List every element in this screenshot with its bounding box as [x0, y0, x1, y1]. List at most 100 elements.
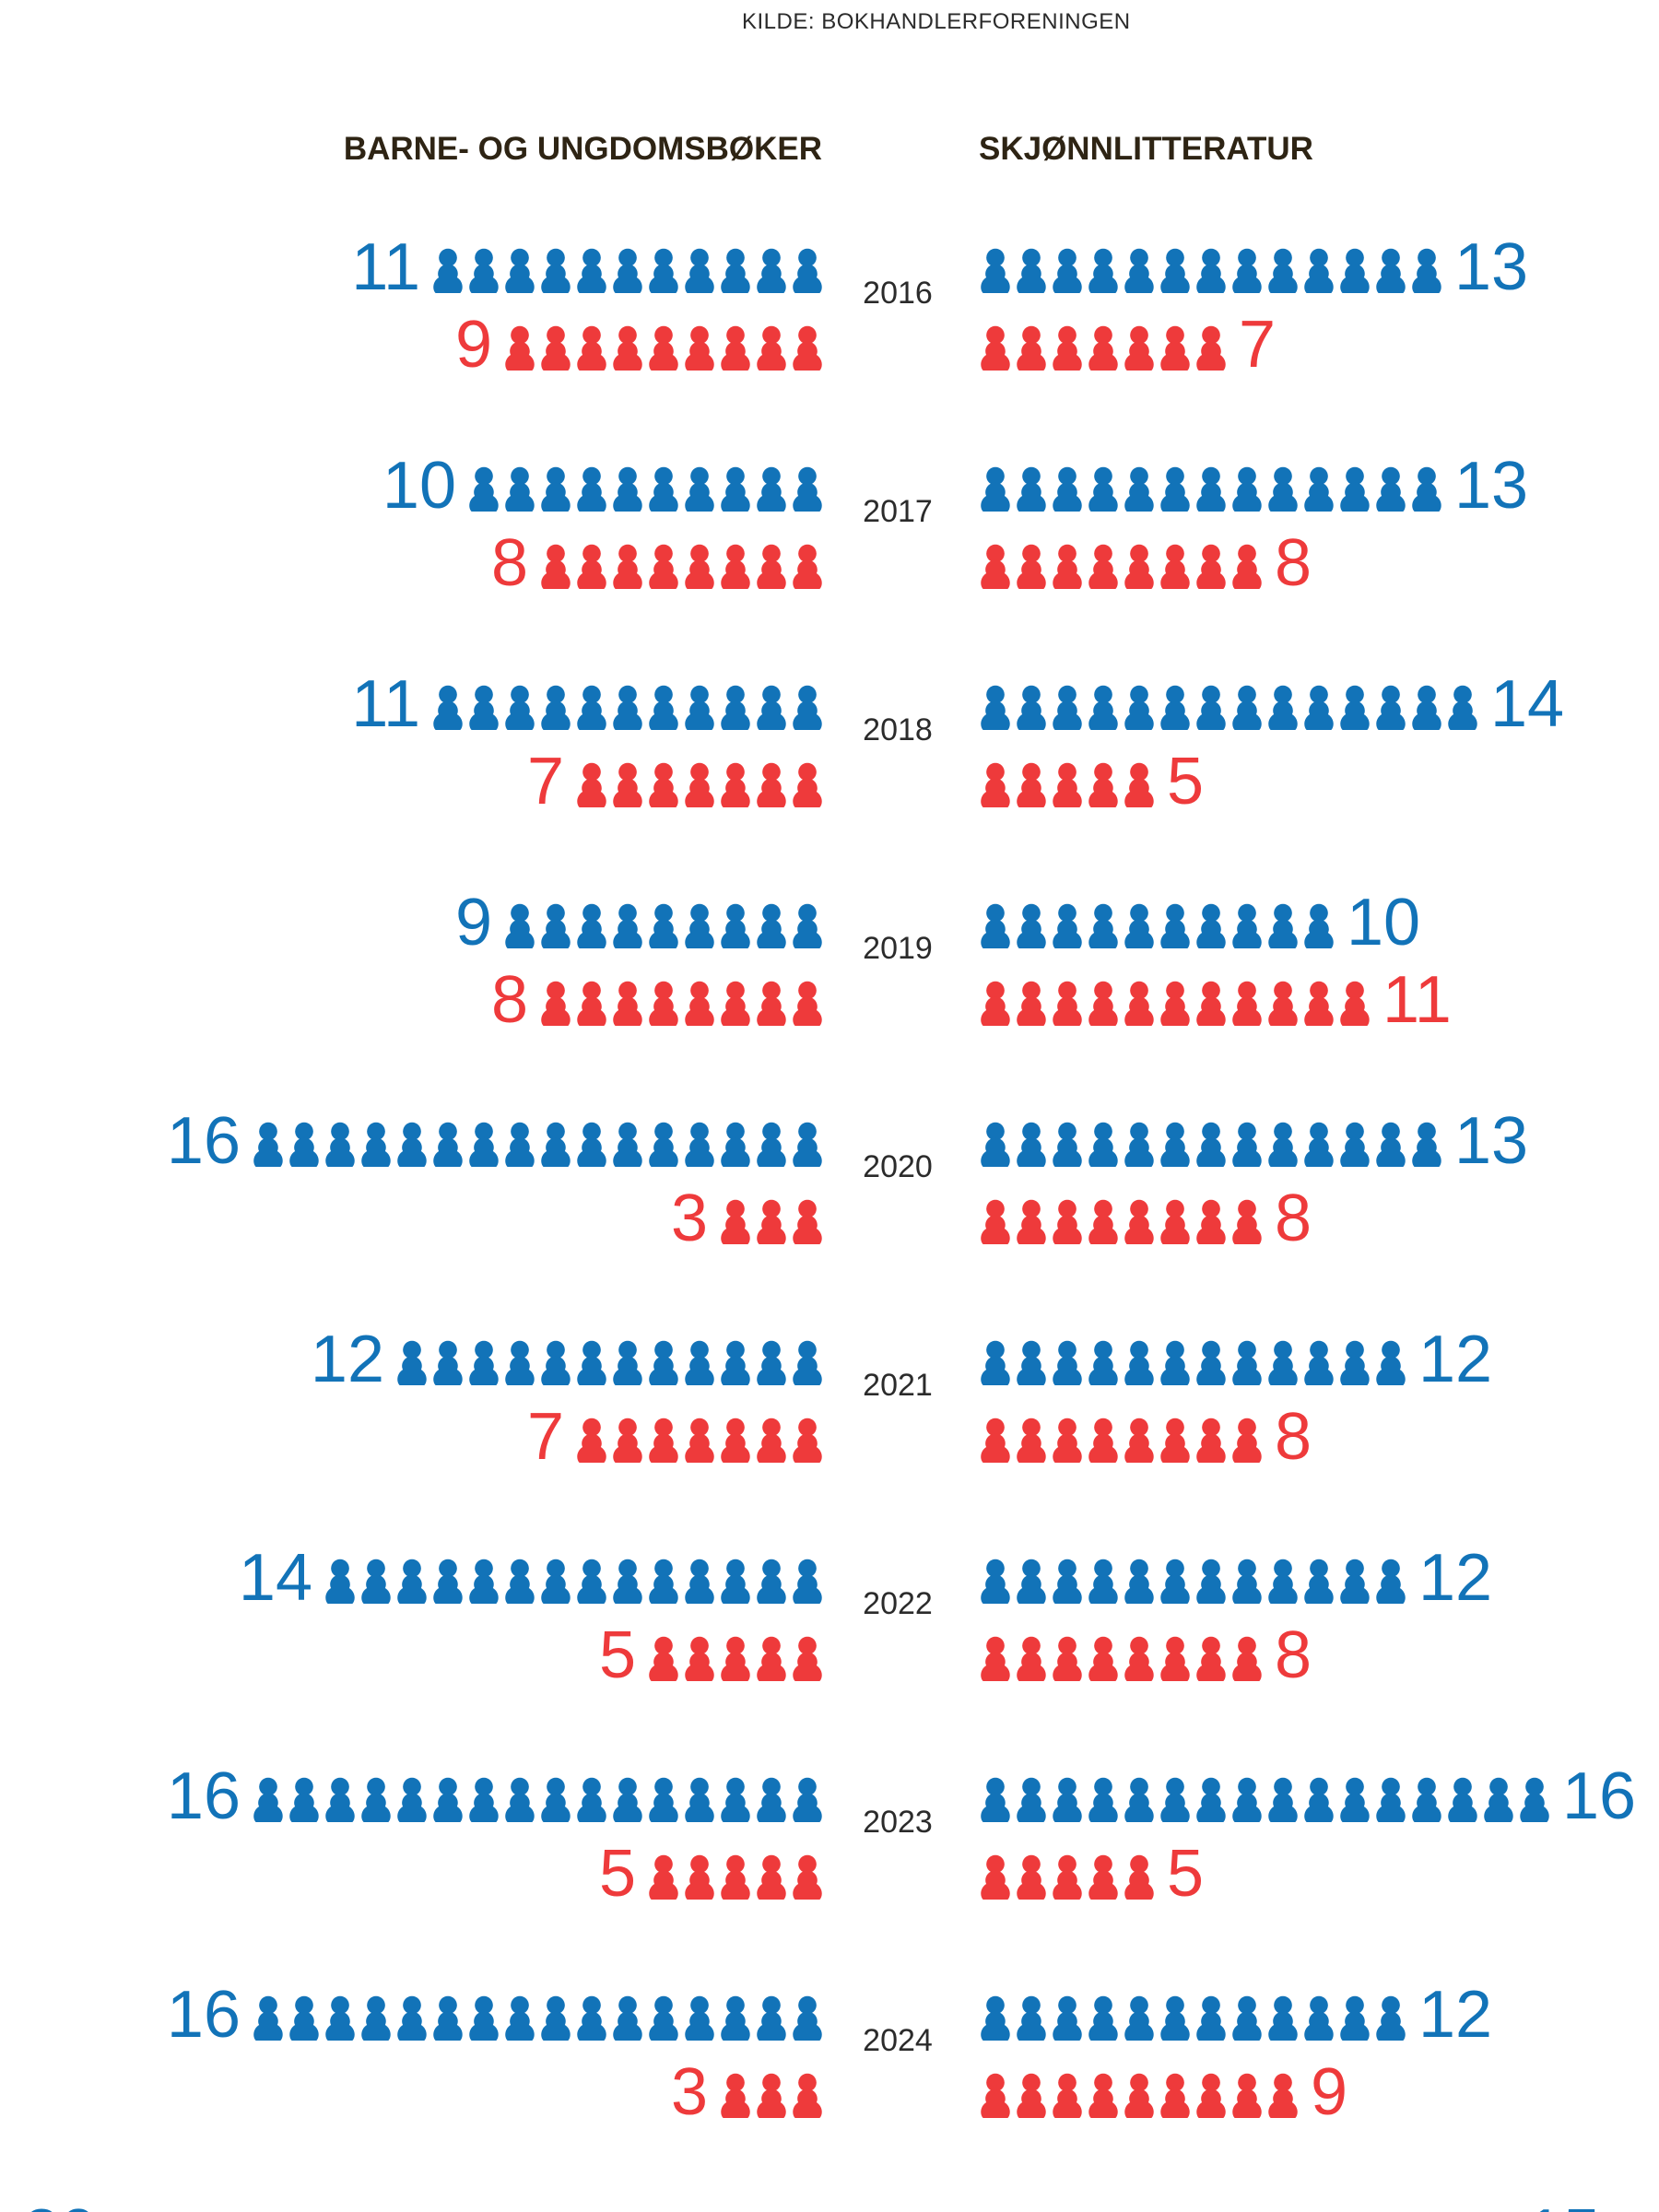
person-icon	[757, 762, 786, 807]
person-icon	[685, 1854, 714, 1900]
person-icon	[397, 1122, 427, 1167]
right-red-value-2019: 11	[1382, 963, 1452, 1037]
person-icon	[1232, 1199, 1262, 1244]
person-icon	[1160, 1636, 1190, 1681]
person-icon	[1376, 1777, 1406, 1822]
left-blue-icons-2024	[253, 1995, 822, 2041]
person-icon	[649, 248, 678, 293]
person-icon	[1340, 1777, 1370, 1822]
person-icon	[1017, 1559, 1046, 1604]
panel-title-barne-ungdom: BARNE- OG UNGDOMSBØKER	[343, 131, 822, 167]
person-icon	[469, 466, 499, 512]
person-icon	[253, 1995, 283, 2041]
person-icon	[721, 981, 750, 1026]
person-icon	[1160, 685, 1190, 730]
person-icon	[1053, 981, 1082, 1026]
person-icon	[757, 466, 786, 512]
person-icon	[1232, 1777, 1262, 1822]
person-icon	[1053, 1636, 1082, 1681]
person-icon	[1124, 544, 1154, 589]
person-icon	[1124, 248, 1154, 293]
person-icon	[649, 1559, 678, 1604]
person-icon	[613, 1418, 642, 1463]
person-icon	[1196, 685, 1226, 730]
person-icon	[1304, 1995, 1334, 2041]
person-icon	[1124, 981, 1154, 1026]
person-icon	[325, 1995, 355, 2041]
person-icon	[1124, 1854, 1154, 1900]
person-icon	[1232, 466, 1262, 512]
left-blue-value-2023: 16	[167, 1759, 241, 1833]
person-icon	[1196, 1636, 1226, 1681]
person-icon	[577, 903, 606, 948]
person-icon	[757, 325, 786, 371]
person-icon	[577, 544, 606, 589]
person-icon	[1124, 1777, 1154, 1822]
person-icon	[981, 685, 1010, 730]
person-icon	[1232, 903, 1262, 948]
person-icon	[1232, 981, 1262, 1026]
person-icon	[1124, 685, 1154, 730]
right-red-icons-2018	[981, 762, 1154, 807]
left-blue-value-2016: 11	[351, 230, 420, 304]
person-icon	[1376, 1559, 1406, 1604]
left-red-icons-2024	[721, 2073, 822, 2118]
person-icon	[1088, 544, 1118, 589]
person-icon	[649, 1418, 678, 1463]
person-icon	[325, 1777, 355, 1822]
person-icon	[1196, 1418, 1226, 1463]
person-icon	[721, 762, 750, 807]
person-icon	[1196, 2073, 1226, 2118]
person-icon	[1053, 1995, 1082, 2041]
person-icon	[1124, 1995, 1154, 2041]
year-label: 2024	[863, 2023, 933, 2058]
person-icon	[1124, 1122, 1154, 1167]
person-icon	[289, 1995, 319, 2041]
person-icon	[541, 1340, 571, 1385]
person-icon	[721, 325, 750, 371]
person-icon	[685, 903, 714, 948]
person-icon	[1196, 1122, 1226, 1167]
person-icon	[649, 325, 678, 371]
person-icon	[289, 1777, 319, 1822]
right-red-value-2016: 7	[1239, 308, 1276, 382]
person-icon	[613, 1122, 642, 1167]
person-icon	[685, 1777, 714, 1822]
person-icon	[613, 466, 642, 512]
left-red-icons-2022	[649, 1636, 822, 1681]
person-icon	[613, 685, 642, 730]
person-icon	[1196, 544, 1226, 589]
year-label: 2021	[863, 1368, 933, 1403]
person-icon	[1053, 1340, 1082, 1385]
person-icon	[289, 1122, 319, 1167]
right-red-value-2022: 8	[1275, 1618, 1312, 1692]
person-icon	[793, 1854, 822, 1900]
person-icon	[1160, 325, 1190, 371]
person-icon	[685, 762, 714, 807]
person-icon	[981, 1854, 1010, 1900]
person-icon	[613, 1340, 642, 1385]
person-icon	[505, 325, 535, 371]
person-icon	[1053, 1418, 1082, 1463]
person-icon	[613, 544, 642, 589]
person-icon	[613, 248, 642, 293]
right-blue-icons-2021	[981, 1340, 1406, 1385]
right-blue-icons-2022	[981, 1559, 1406, 1604]
person-icon	[1340, 1995, 1370, 2041]
person-icon	[793, 248, 822, 293]
person-icon	[361, 1559, 391, 1604]
person-icon	[1088, 1777, 1118, 1822]
right-blue-value-2025: 15	[1526, 2196, 1600, 2212]
person-icon	[685, 685, 714, 730]
person-icon	[685, 1340, 714, 1385]
right-red-icons-2017	[981, 544, 1262, 589]
person-icon	[505, 466, 535, 512]
right-blue-icons-2017	[981, 466, 1441, 512]
person-icon	[361, 1777, 391, 1822]
person-icon	[613, 762, 642, 807]
person-icon	[649, 1636, 678, 1681]
person-icon	[793, 1636, 822, 1681]
person-icon	[1053, 544, 1082, 589]
person-icon	[981, 1995, 1010, 2041]
